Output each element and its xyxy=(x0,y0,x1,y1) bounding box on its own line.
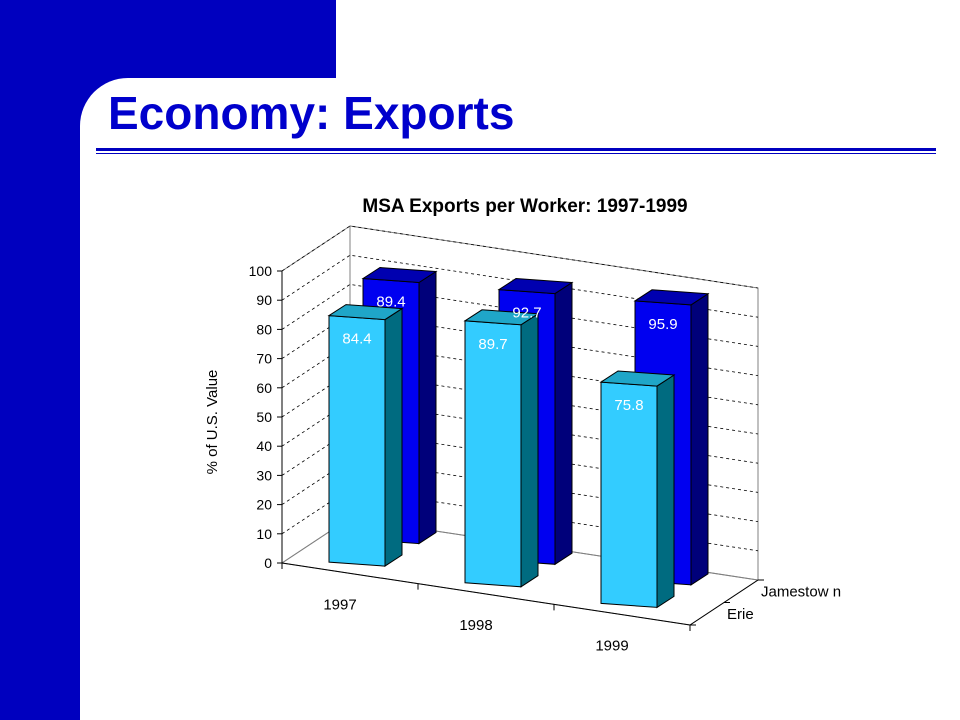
gridline xyxy=(281,225,759,289)
bar-side xyxy=(418,270,437,545)
x-axis-line xyxy=(281,562,691,626)
top-band xyxy=(80,0,336,78)
title-rule-thin xyxy=(96,153,936,154)
sidebar-band xyxy=(0,0,80,720)
bar-front xyxy=(600,381,658,608)
y-tick-label: 10 xyxy=(256,526,272,542)
bar-top xyxy=(463,309,540,326)
bar-front xyxy=(328,315,386,567)
gridline xyxy=(281,254,759,318)
data-label: 84.4 xyxy=(342,331,371,348)
y-tick-label: 20 xyxy=(256,497,272,513)
bar-side xyxy=(384,307,403,568)
bar-side xyxy=(656,374,675,609)
chart-title: MSA Exports per Worker: 1997-1999 xyxy=(362,196,687,217)
series-label: Erie xyxy=(727,606,754,623)
bar-layer xyxy=(327,266,710,609)
page-title: Economy: Exports xyxy=(108,87,515,139)
y-tick-label: 40 xyxy=(256,438,272,454)
data-label: 95.9 xyxy=(648,316,677,333)
gridline xyxy=(281,283,759,347)
y-tick-label: 70 xyxy=(256,351,272,367)
y-tick-label: 80 xyxy=(256,321,272,337)
bar-top xyxy=(599,370,676,387)
title-rule-thick xyxy=(96,148,936,151)
y-tick-label: 90 xyxy=(256,292,272,308)
y-tick-label: 0 xyxy=(264,555,272,571)
data-label: 75.8 xyxy=(614,397,643,414)
x-tick-label: 1999 xyxy=(595,638,628,655)
bar-top xyxy=(327,304,404,321)
bar-top xyxy=(633,289,710,306)
bar-side xyxy=(520,312,539,588)
series-label: Jamestow n xyxy=(761,583,841,600)
x-tick-label: 1998 xyxy=(459,617,492,634)
bar-top xyxy=(497,277,574,295)
y-tick-label: 30 xyxy=(256,467,272,483)
y-tick-label: 100 xyxy=(249,263,273,279)
data-label: 92.7 xyxy=(512,305,541,322)
bar-side xyxy=(554,281,573,566)
label-layer: 89.4 92.7 95.9 84.4 89.7 75.8 xyxy=(342,294,677,415)
bar-front xyxy=(464,320,522,588)
bar-top xyxy=(361,266,438,284)
axis-layer: 0 10 20 30 40 50 60 70 80 90 100 1997 1998 1999 Erie Ja… xyxy=(249,263,841,655)
y-tick-label: 50 xyxy=(256,409,272,425)
y-tick-label: 60 xyxy=(256,380,272,396)
data-label: 89.4 xyxy=(376,294,405,311)
bar-side xyxy=(690,292,709,586)
gridline xyxy=(281,313,759,376)
data-label: 89.7 xyxy=(478,336,507,353)
y-axis-label: % of U.S. Value xyxy=(204,370,221,475)
x-tick-label: 1997 xyxy=(323,596,356,613)
